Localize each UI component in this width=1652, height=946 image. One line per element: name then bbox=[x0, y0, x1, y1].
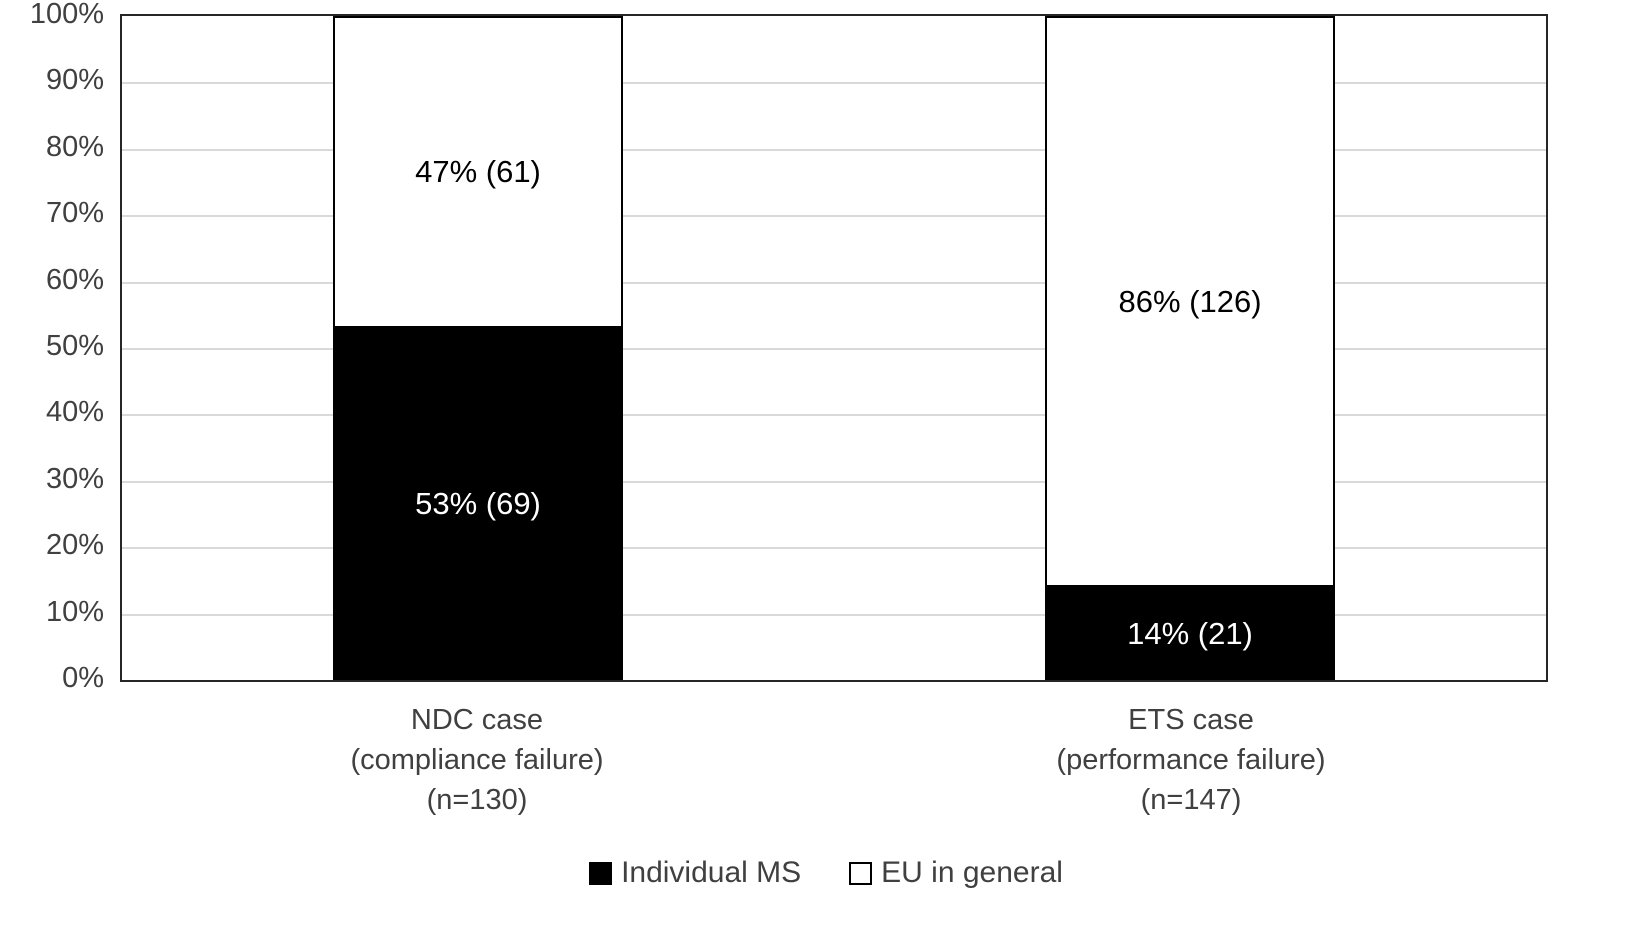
y-axis-tick-label: 40% bbox=[45, 396, 104, 428]
y-axis-tick-label: 20% bbox=[45, 529, 104, 561]
bar-segment-individual-ms: 53% (69) bbox=[333, 328, 623, 680]
category-label-line: (performance failure) bbox=[1056, 744, 1326, 776]
data-label: 53% (69) bbox=[415, 486, 541, 522]
y-axis-tick-label: 70% bbox=[45, 197, 104, 229]
bar-segment-eu-in-general: 47% (61) bbox=[333, 16, 623, 329]
legend-item-individual-ms: Individual MS bbox=[589, 856, 801, 890]
gridline bbox=[122, 614, 1546, 616]
data-label: 47% (61) bbox=[415, 154, 541, 190]
y-axis-tick-label: 90% bbox=[45, 64, 104, 96]
gridline bbox=[122, 414, 1546, 416]
category-label-line: (compliance failure) bbox=[350, 744, 604, 776]
legend: Individual MS EU in general bbox=[0, 856, 1652, 890]
gridline bbox=[122, 82, 1546, 84]
category-label-line: (n=130) bbox=[426, 784, 528, 816]
y-axis-tick-label: 50% bbox=[45, 330, 104, 362]
y-axis-tick-label: 30% bbox=[45, 463, 104, 495]
gridline bbox=[122, 348, 1546, 350]
category-label-line: NDC case bbox=[410, 704, 544, 736]
category-label: ETS case (performance failure) (n=147) bbox=[834, 700, 1548, 820]
y-axis-tick-label: 60% bbox=[45, 264, 104, 296]
y-axis-tick-label: 0% bbox=[62, 662, 104, 694]
legend-swatch-icon bbox=[589, 861, 613, 885]
category-label-line: ETS case bbox=[1128, 704, 1254, 736]
y-axis-tick-label: 100% bbox=[29, 0, 104, 30]
gridline bbox=[122, 282, 1546, 284]
data-label: 14% (21) bbox=[1127, 615, 1253, 651]
bar-segment-individual-ms: 14% (21) bbox=[1045, 587, 1335, 680]
category-label-line: (n=147) bbox=[1140, 784, 1242, 816]
legend-item-eu-in-general: EU in general bbox=[849, 856, 1063, 890]
bar-segment-eu-in-general: 86% (126) bbox=[1045, 16, 1335, 588]
gridline bbox=[122, 215, 1546, 217]
x-axis-labels: NDC case (compliance failure) (n=130) ETS c… bbox=[120, 700, 1548, 820]
y-axis: 0% 10% 20% 30% 40% 50% 60% 70% 80% 90% 100% bbox=[0, 0, 104, 946]
legend-label: Individual MS bbox=[621, 856, 802, 889]
legend-label: EU in general bbox=[881, 856, 1063, 889]
category-label: NDC case (compliance failure) (n=130) bbox=[120, 700, 834, 820]
data-label: 86% (126) bbox=[1118, 283, 1262, 319]
bar-ndc-case: 53% (69) 47% (61) bbox=[333, 16, 623, 680]
gridline bbox=[122, 481, 1546, 483]
legend-swatch-icon bbox=[849, 861, 873, 885]
plot-area: 53% (69) 47% (61) 14% (21) 86% (126) bbox=[120, 14, 1548, 682]
y-axis-tick-label: 10% bbox=[45, 596, 104, 628]
y-axis-tick-label: 80% bbox=[45, 131, 104, 163]
gridline bbox=[122, 149, 1546, 151]
gridline bbox=[122, 547, 1546, 549]
bar-ets-case: 14% (21) 86% (126) bbox=[1045, 16, 1335, 680]
